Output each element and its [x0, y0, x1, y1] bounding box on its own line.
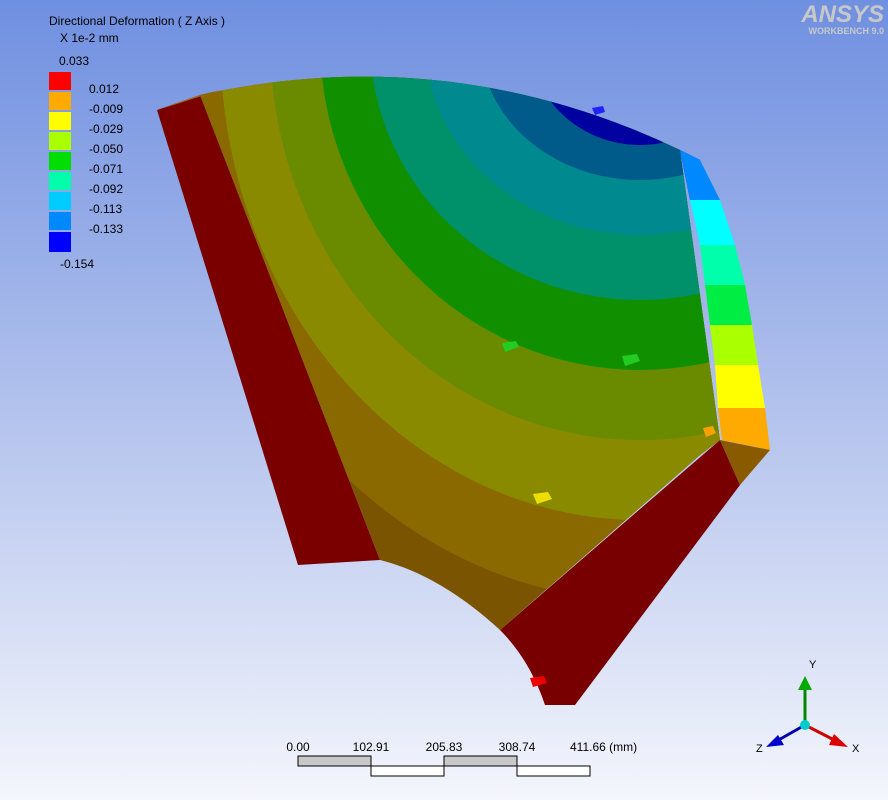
marker [533, 492, 552, 504]
axis-label: Z [756, 743, 763, 755]
legend-swatch [49, 112, 71, 130]
scale-segment [370, 765, 445, 777]
legend-swatch [49, 212, 71, 230]
axis-label: X [852, 743, 860, 755]
axis-label: Y [809, 659, 817, 671]
band [715, 365, 765, 408]
band [705, 285, 752, 325]
marker [592, 106, 605, 115]
scale-label: 308.74 [499, 740, 536, 754]
logo: ANSYS [800, 1, 884, 28]
marker [622, 354, 640, 366]
side-face [157, 95, 380, 565]
markers [502, 106, 716, 687]
units: X 1e-2 mm [60, 31, 119, 45]
marker [530, 676, 547, 687]
legend-label: -0.050 [89, 142, 123, 156]
legend-swatch [49, 232, 71, 252]
arrow [766, 735, 784, 747]
band [700, 245, 745, 285]
legend-label: -0.071 [89, 162, 123, 176]
scale-label: 411.66 (mm) [570, 740, 637, 754]
arrow [829, 734, 848, 747]
right-face [680, 150, 770, 485]
legend-swatch [49, 172, 71, 190]
legend-label: -0.029 [89, 122, 123, 136]
band [690, 200, 735, 245]
scale-label: 102.91 [353, 740, 390, 754]
result-title: Directional Deformation ( Z Axis ) [49, 14, 225, 28]
scale-label: 0.00 [286, 740, 310, 754]
legend-label: -0.009 [89, 102, 123, 116]
legend-min: -0.154 [60, 257, 94, 271]
marker [703, 426, 716, 437]
triad: Y X Z [756, 659, 860, 755]
legend-swatch [49, 92, 71, 110]
scale-labels: 0.00 102.91 205.83 308.74 411.66 (mm) [286, 740, 637, 754]
legend-label: -0.133 [89, 222, 123, 236]
band [710, 325, 758, 365]
front-face [200, 76, 720, 630]
band [680, 150, 720, 200]
legend-label: -0.113 [89, 202, 122, 216]
origin [800, 720, 810, 730]
marker [502, 341, 519, 352]
scale-label: 205.83 [426, 740, 463, 754]
scale-segment [516, 765, 591, 777]
scale-bar: 0.00 102.91 205.83 308.74 411.66 (mm) [286, 740, 637, 777]
legend-swatch [49, 192, 71, 210]
legend-max: 0.033 [59, 54, 89, 68]
scale-segment [443, 755, 518, 767]
logo-version: WORKBENCH 9.0 [808, 26, 884, 36]
bottom-face [500, 440, 740, 705]
arrow [798, 676, 812, 690]
legend-swatch [49, 132, 71, 150]
band [718, 408, 770, 450]
legend-swatch [49, 152, 71, 170]
model [157, 76, 770, 705]
legend: 0.012 -0.009 -0.029 -0.050 -0.071 -0.092 -0.11… [49, 72, 123, 252]
legend-swatch [49, 72, 71, 90]
scale-segment [297, 755, 372, 767]
band [720, 440, 770, 485]
legend-label: -0.092 [89, 182, 123, 196]
legend-label: 0.012 [89, 82, 119, 96]
